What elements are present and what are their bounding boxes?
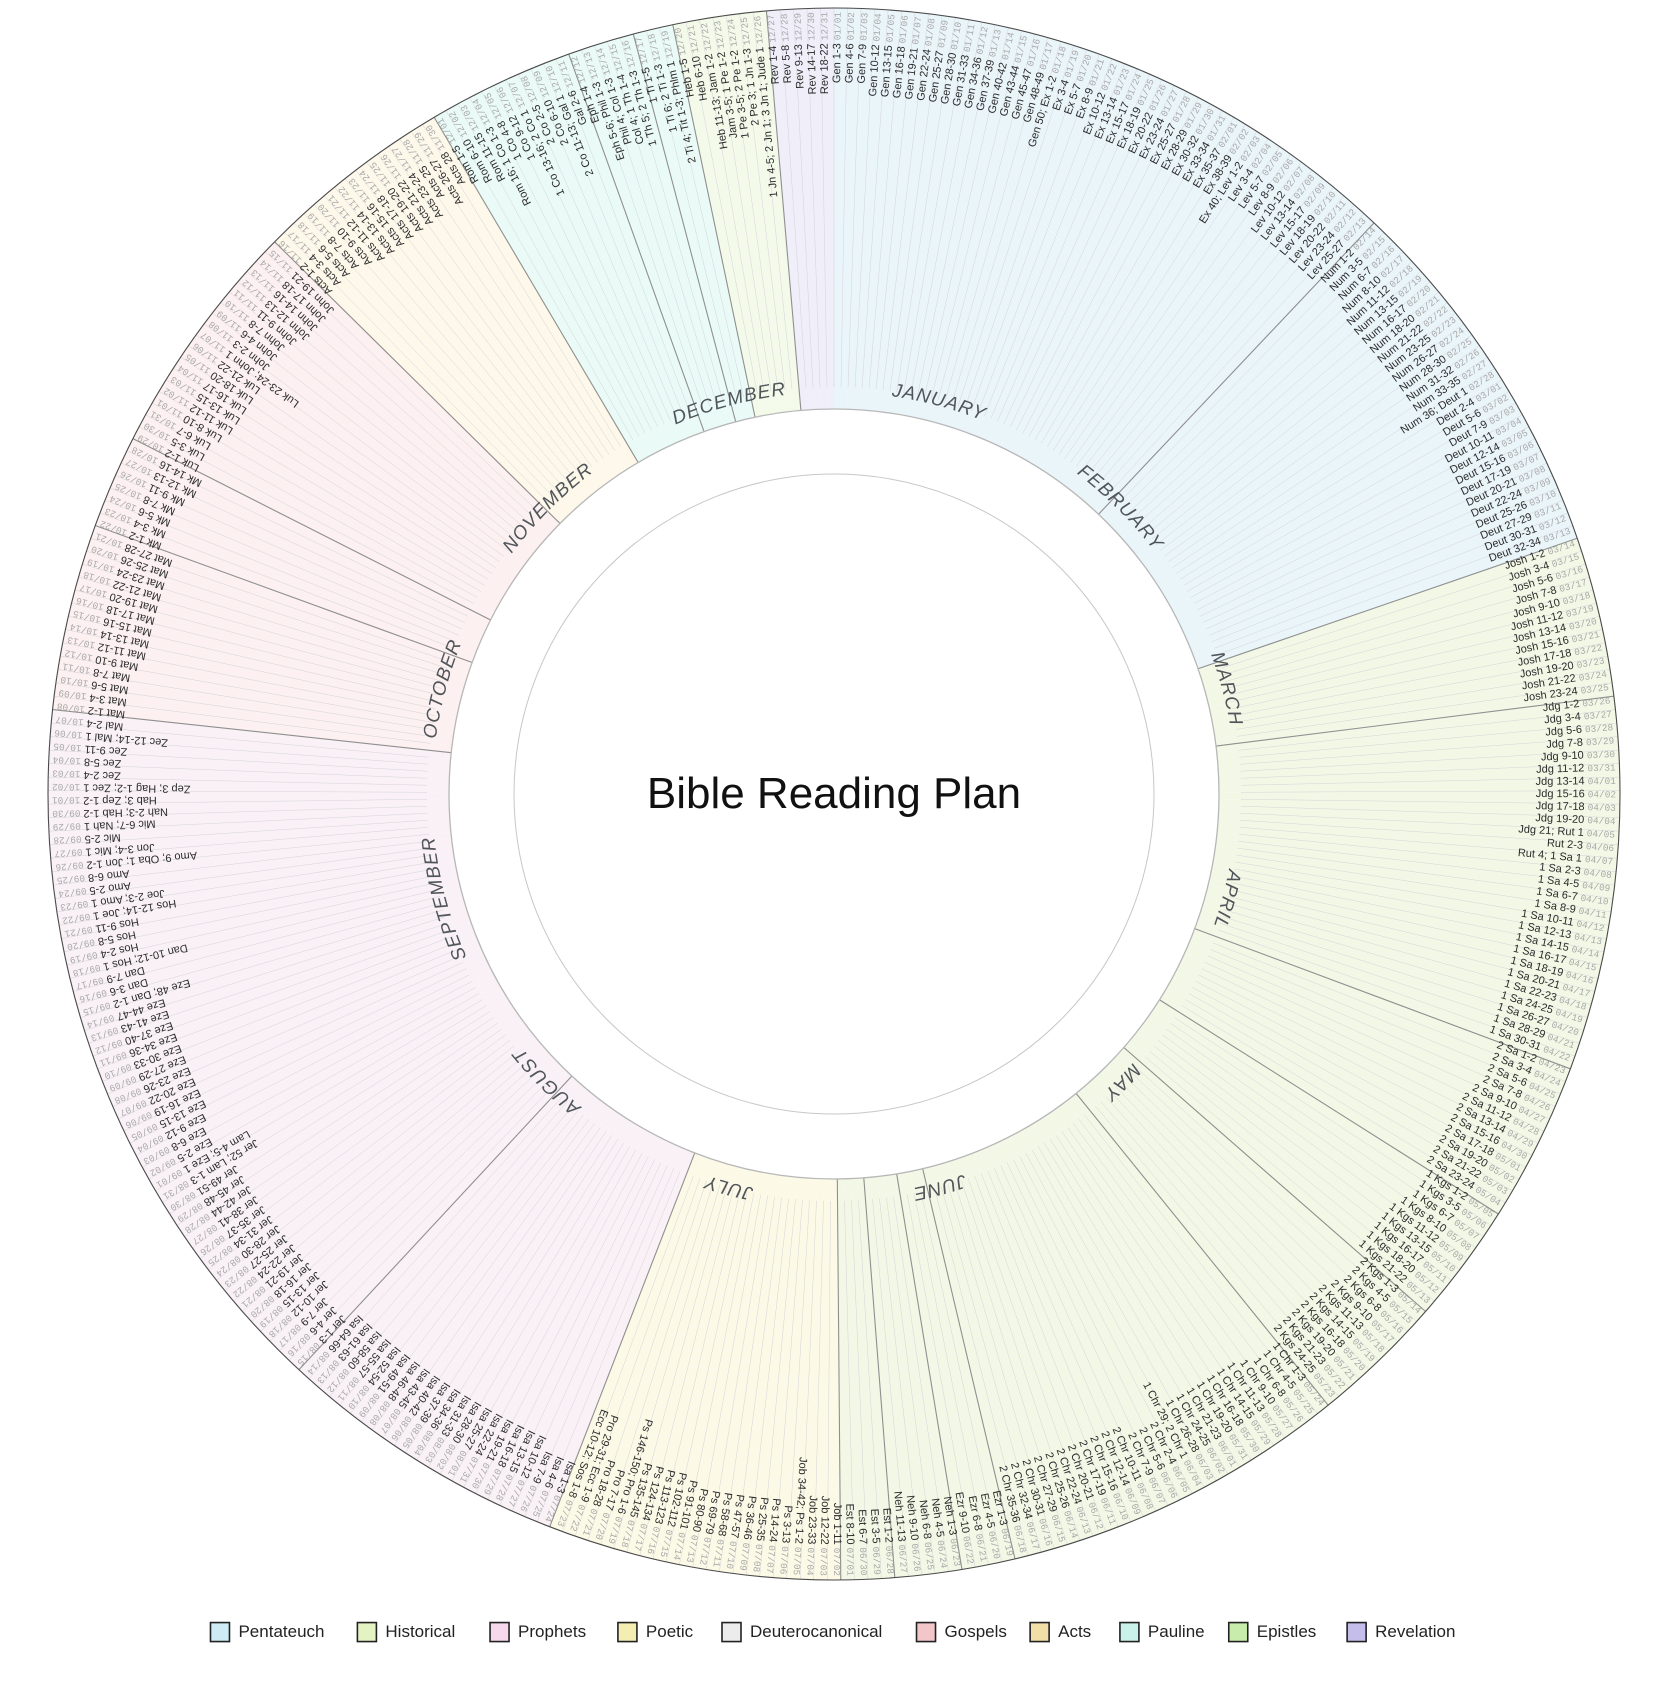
svg-text:Rev 14-17 12/30: Rev 14-17 12/30 (806, 12, 819, 95)
svg-text:Gospels: Gospels (945, 1622, 1007, 1641)
svg-text:Historical: Historical (385, 1622, 455, 1641)
svg-text:Est 8-10 07/01: Est 8-10 07/01 (843, 1503, 856, 1576)
svg-text:Pentateuch: Pentateuch (238, 1622, 324, 1641)
svg-text:Poetic: Poetic (646, 1622, 694, 1641)
svg-text:Jdg 13-14 04/01: Jdg 13-14 04/01 (1536, 775, 1617, 788)
svg-text:Bible Reading Plan: Bible Reading Plan (647, 769, 1021, 818)
svg-text:Jdg 15-16 04/02: Jdg 15-16 04/02 (1536, 788, 1616, 800)
svg-text:Job 1-11 07/02: Job 1-11 07/02 (831, 1503, 843, 1576)
svg-text:Epistles: Epistles (1257, 1622, 1317, 1641)
svg-text:Revelation: Revelation (1375, 1622, 1455, 1641)
svg-text:Pauline: Pauline (1148, 1622, 1205, 1641)
svg-text:Hab 3; Zep 1-2 10/01: Hab 3; Zep 1-2 10/01 (52, 794, 157, 806)
svg-text:Rev 18-22 12/31: Rev 18-22 12/31 (819, 12, 831, 95)
svg-text:Prophets: Prophets (518, 1622, 586, 1641)
svg-text:Gen 1-3 01/01: Gen 1-3 01/01 (831, 12, 844, 84)
svg-text:Deuterocanonical: Deuterocanonical (750, 1622, 882, 1641)
svg-text:Acts: Acts (1058, 1622, 1091, 1641)
svg-text:Est 6-7 06/30: Est 6-7 06/30 (856, 1509, 869, 1576)
